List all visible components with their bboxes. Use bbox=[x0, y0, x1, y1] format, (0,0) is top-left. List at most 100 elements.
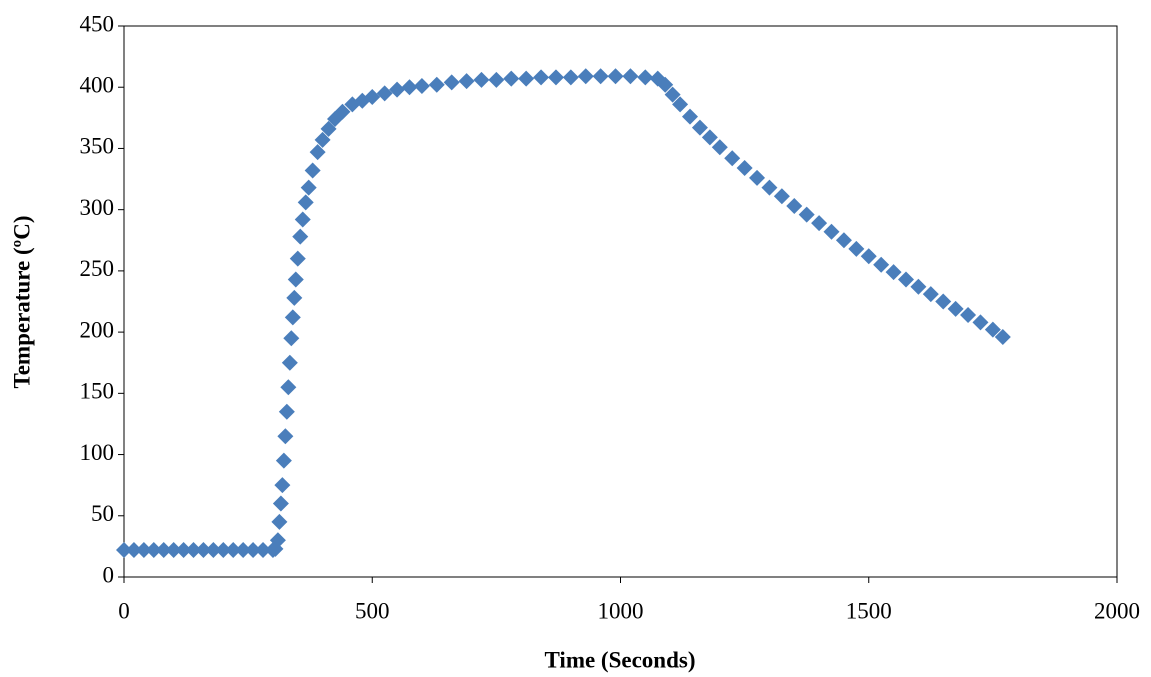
data-point bbox=[749, 169, 766, 186]
data-point bbox=[292, 228, 309, 245]
data-point bbox=[897, 271, 914, 288]
y-tick-label: 150 bbox=[80, 379, 115, 404]
x-tick-label: 0 bbox=[118, 598, 130, 623]
x-tick-label: 500 bbox=[355, 598, 390, 623]
data-point bbox=[811, 215, 828, 232]
data-point bbox=[682, 108, 699, 125]
data-point bbox=[300, 179, 317, 196]
data-point bbox=[283, 330, 300, 347]
data-point bbox=[443, 74, 460, 91]
x-tick-label: 1500 bbox=[846, 598, 892, 623]
data-point bbox=[562, 69, 579, 86]
data-point bbox=[724, 150, 741, 167]
y-tick-label: 250 bbox=[80, 256, 115, 281]
data-point bbox=[885, 264, 902, 281]
data-point bbox=[577, 68, 594, 85]
data-point bbox=[994, 329, 1011, 346]
data-point bbox=[245, 542, 262, 559]
y-axis-title: Temperature (ºC) bbox=[9, 215, 34, 388]
data-point bbox=[271, 513, 288, 530]
data-point bbox=[786, 197, 803, 214]
data-point bbox=[205, 542, 222, 559]
y-tick-label: 200 bbox=[80, 317, 115, 342]
data-point bbox=[334, 103, 351, 120]
data-point bbox=[413, 77, 430, 94]
data-point bbox=[428, 76, 445, 93]
y-tick-label: 0 bbox=[103, 562, 115, 587]
data-point bbox=[935, 293, 952, 310]
x-tick-label: 1000 bbox=[598, 598, 644, 623]
data-point bbox=[691, 119, 708, 136]
data-point bbox=[135, 542, 152, 559]
data-point bbox=[125, 542, 142, 559]
data-point bbox=[314, 131, 331, 148]
data-point bbox=[823, 223, 840, 240]
data-point bbox=[984, 321, 1001, 338]
data-point bbox=[116, 542, 132, 559]
data-point bbox=[376, 85, 393, 102]
data-point bbox=[287, 271, 304, 288]
y-tick-label: 350 bbox=[80, 134, 115, 159]
data-point bbox=[848, 240, 865, 257]
data-point bbox=[672, 96, 689, 113]
data-point bbox=[235, 542, 252, 559]
data-point bbox=[622, 68, 639, 85]
data-point bbox=[547, 69, 564, 86]
y-tick-label: 50 bbox=[91, 501, 114, 526]
data-point bbox=[155, 542, 172, 559]
data-point bbox=[278, 403, 295, 420]
data-point bbox=[286, 289, 303, 306]
y-tick-label: 450 bbox=[80, 11, 115, 36]
data-point bbox=[664, 86, 681, 103]
data-point bbox=[798, 206, 815, 223]
data-point bbox=[274, 477, 291, 494]
data-point bbox=[860, 248, 877, 265]
y-tick-label: 100 bbox=[80, 440, 115, 465]
data-point bbox=[389, 81, 406, 98]
data-point bbox=[145, 542, 162, 559]
data-point bbox=[657, 76, 674, 93]
data-point bbox=[284, 309, 301, 326]
data-point bbox=[637, 69, 654, 86]
data-point bbox=[277, 428, 294, 445]
data-point bbox=[922, 286, 939, 303]
data-point bbox=[458, 73, 475, 90]
data-point bbox=[294, 211, 311, 228]
data-point bbox=[304, 162, 321, 179]
data-point bbox=[281, 354, 298, 371]
data-point bbox=[736, 160, 753, 177]
data-point bbox=[272, 495, 289, 512]
x-axis-title: Time (Seconds) bbox=[545, 647, 696, 672]
data-point bbox=[761, 179, 778, 196]
data-point bbox=[364, 89, 381, 106]
plot-frame bbox=[123, 25, 1118, 578]
data-point bbox=[607, 68, 624, 85]
x-tick-label: 2000 bbox=[1094, 598, 1140, 623]
data-point bbox=[320, 120, 337, 137]
data-point bbox=[960, 306, 977, 323]
data-point bbox=[255, 542, 272, 559]
data-point bbox=[185, 542, 202, 559]
data-point bbox=[711, 139, 728, 156]
data-point bbox=[165, 542, 182, 559]
data-point bbox=[473, 71, 490, 88]
data-point bbox=[488, 71, 505, 88]
data-point bbox=[225, 542, 242, 559]
data-point bbox=[701, 129, 718, 146]
data-point bbox=[947, 300, 964, 317]
data-point bbox=[175, 542, 192, 559]
data-point bbox=[401, 79, 418, 96]
y-tick-label: 400 bbox=[80, 73, 115, 98]
data-point bbox=[835, 232, 852, 249]
data-point bbox=[297, 194, 314, 211]
data-point bbox=[309, 144, 326, 161]
data-point bbox=[215, 542, 232, 559]
data-point bbox=[195, 542, 212, 559]
data-point bbox=[275, 452, 292, 469]
data-point bbox=[503, 70, 520, 87]
data-point bbox=[533, 69, 550, 86]
y-tick-label: 300 bbox=[80, 195, 115, 220]
data-point bbox=[972, 314, 989, 331]
